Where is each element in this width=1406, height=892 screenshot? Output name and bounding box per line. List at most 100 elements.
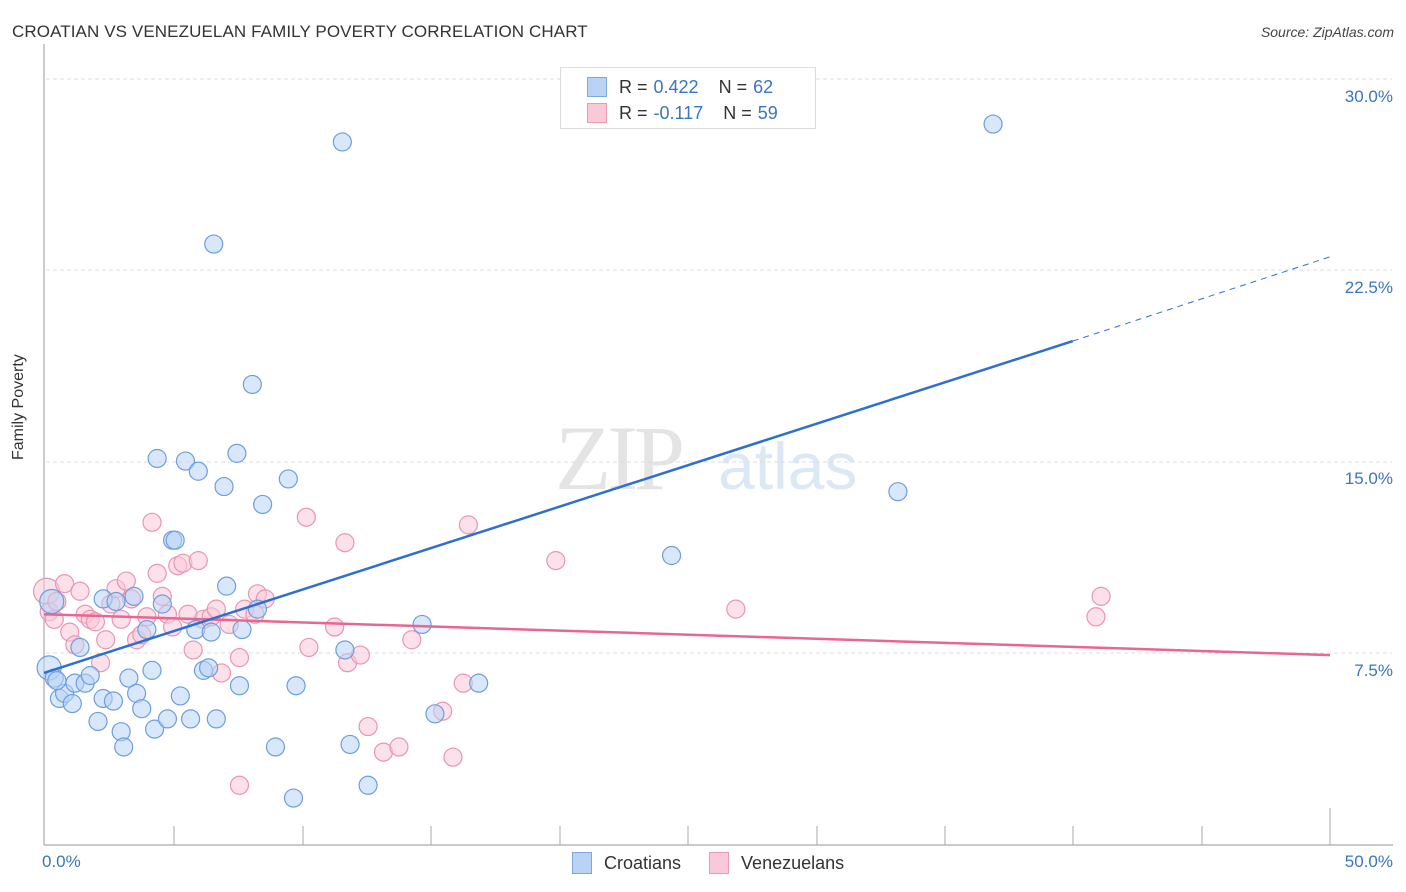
data-point xyxy=(389,737,409,757)
n-label: N = xyxy=(723,102,752,123)
data-point xyxy=(70,581,90,601)
data-point xyxy=(188,461,208,481)
data-point xyxy=(358,716,378,737)
data-point xyxy=(983,114,1003,134)
data-point xyxy=(402,630,422,650)
trend-lines xyxy=(43,256,1331,675)
data-point xyxy=(217,576,237,596)
r-label: R = xyxy=(619,102,648,123)
legend-label: Croatians xyxy=(604,852,682,873)
data-point xyxy=(299,637,319,658)
data-point xyxy=(175,451,196,471)
data-point xyxy=(80,665,100,686)
y-tick-22-5: 22.5% xyxy=(1344,278,1393,297)
data-point xyxy=(340,734,360,755)
data-point xyxy=(204,234,224,254)
grid-lines xyxy=(46,78,1392,654)
data-point xyxy=(144,719,165,739)
data-point xyxy=(296,507,316,527)
n-value: 62 xyxy=(753,76,774,97)
data-point xyxy=(214,476,234,497)
data-point xyxy=(183,640,203,660)
data-point xyxy=(106,591,126,612)
legend-row-croatians: R = 0.422 N = 62 xyxy=(587,75,773,99)
legend-item-venezuelans[interactable]: Venezuelans xyxy=(709,852,844,874)
correlation-legend: R = 0.422 N = 62 R = -0.117 N = 59 xyxy=(560,67,816,129)
croatians-trend-line xyxy=(43,339,1074,675)
venezuelans-points xyxy=(32,507,1111,795)
data-point xyxy=(157,709,178,729)
y-tick-30: 30.0% xyxy=(1344,87,1393,106)
data-point xyxy=(253,494,273,515)
data-point xyxy=(469,673,489,693)
legend-row-venezuelans: R = -0.117 N = 59 xyxy=(587,101,778,125)
data-point xyxy=(286,676,306,696)
venezuelans-swatch-icon xyxy=(709,852,730,874)
data-point xyxy=(232,619,252,640)
data-point xyxy=(332,132,352,152)
data-point xyxy=(229,648,250,668)
data-point xyxy=(116,571,136,591)
data-point xyxy=(147,563,167,583)
data-point xyxy=(62,693,82,714)
axes xyxy=(43,44,1393,846)
croatians-trend-extension xyxy=(1072,256,1331,342)
x-tick-0: 0.0% xyxy=(42,852,81,871)
data-point xyxy=(546,551,566,571)
data-point xyxy=(888,482,908,502)
watermark-zip: ZIP xyxy=(555,407,685,509)
r-value: 0.422 xyxy=(653,76,699,97)
data-point xyxy=(661,545,682,566)
data-point xyxy=(199,658,219,678)
y-axis-label: Family Poverty xyxy=(10,354,27,460)
data-point xyxy=(181,709,201,729)
legend-item-croatians[interactable]: Croatians xyxy=(572,852,681,874)
data-point xyxy=(412,614,432,635)
data-point xyxy=(335,640,355,660)
n-label: N = xyxy=(718,76,748,97)
chart-title: CROATIAN VS VENEZUELAN FAMILY POVERTY CO… xyxy=(12,22,588,41)
data-point xyxy=(124,586,144,606)
data-point xyxy=(227,443,247,463)
data-point xyxy=(425,704,445,724)
data-point xyxy=(119,668,139,688)
data-point xyxy=(188,551,208,571)
data-point xyxy=(152,594,172,614)
r-value: -0.117 xyxy=(653,102,704,123)
source-label: Source: ZipAtlas.com xyxy=(1260,24,1394,40)
data-point xyxy=(206,709,226,729)
data-point xyxy=(278,469,298,489)
series-legend: Croatians Venezuelans xyxy=(572,852,872,874)
croatians-swatch-icon xyxy=(572,852,592,874)
y-tick-7-5: 7.5% xyxy=(1354,661,1393,680)
data-point xyxy=(96,630,116,650)
data-point xyxy=(325,617,345,637)
data-point xyxy=(726,599,746,619)
data-point xyxy=(165,530,185,550)
venezuelans-swatch-icon xyxy=(587,103,607,123)
data-point xyxy=(70,637,90,658)
data-point xyxy=(88,711,108,732)
data-point xyxy=(170,686,190,706)
data-point xyxy=(111,609,131,629)
data-point xyxy=(142,660,162,680)
x-tick-50: 50.0% xyxy=(1344,852,1393,871)
data-point xyxy=(1091,586,1111,606)
data-point xyxy=(39,588,65,615)
data-point xyxy=(85,612,106,632)
data-point xyxy=(142,512,162,532)
data-point xyxy=(137,619,157,640)
data-point xyxy=(1086,607,1106,627)
data-point xyxy=(201,622,221,642)
data-point xyxy=(229,676,250,696)
data-point xyxy=(443,747,463,767)
n-value: 59 xyxy=(757,102,778,123)
legend-label: Venezuelans xyxy=(741,852,845,873)
data-point xyxy=(335,533,355,553)
data-point xyxy=(358,775,378,795)
data-point xyxy=(283,788,304,808)
data-point xyxy=(54,573,75,594)
data-point xyxy=(132,699,152,719)
data-point xyxy=(103,691,124,711)
